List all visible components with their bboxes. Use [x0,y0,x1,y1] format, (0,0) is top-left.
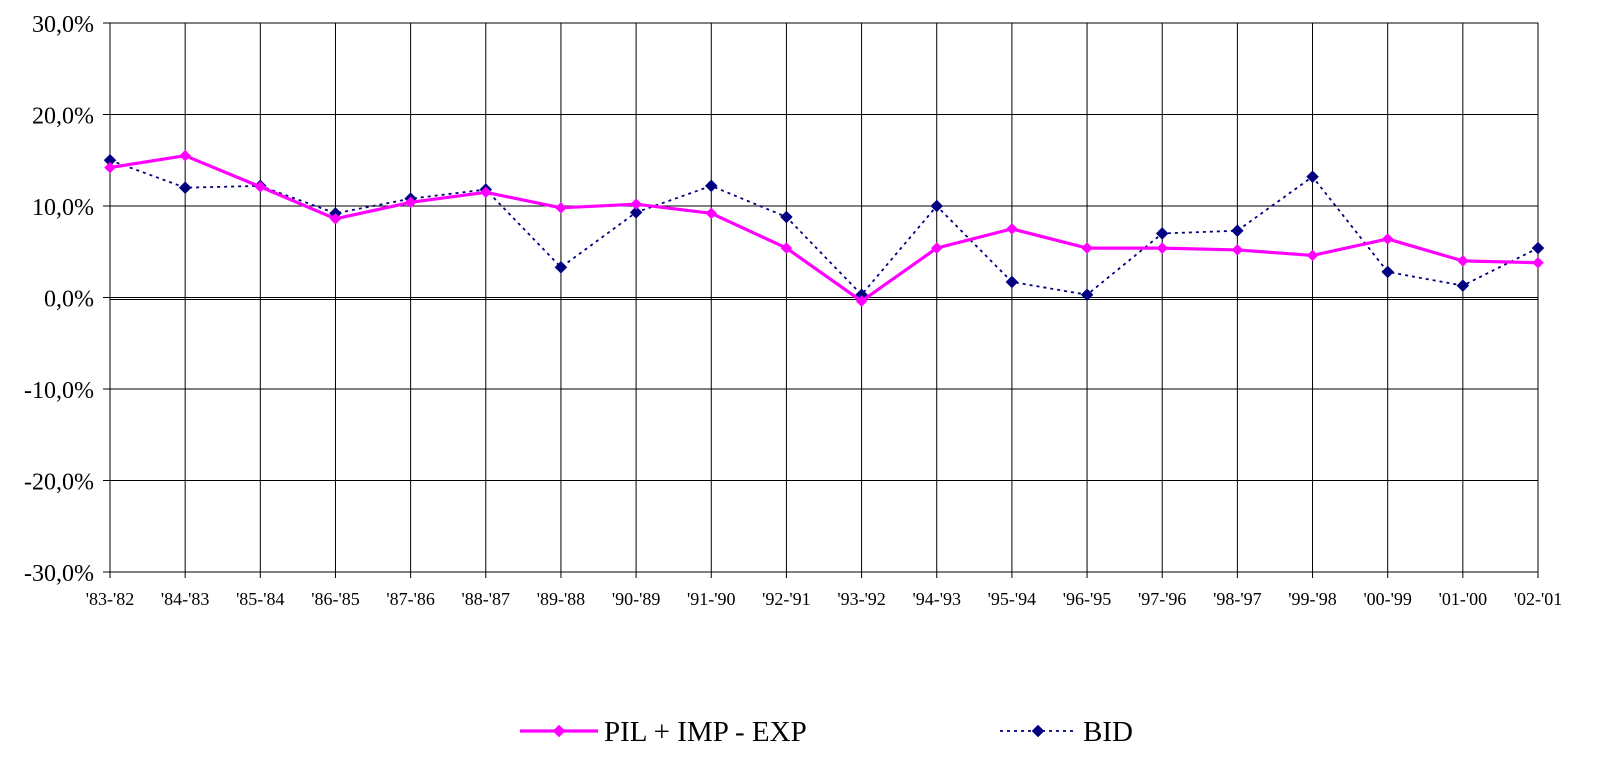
data-point [780,210,793,224]
series-0 [104,149,1544,308]
legend-label: PIL + IMP - EXP [604,716,807,748]
x-tick-label: '87-'86 [386,589,434,609]
data-point [1006,223,1018,235]
data-point [479,186,492,199]
y-tick-label: 30,0% [32,12,94,38]
series-line [109,154,1539,303]
x-tick-label: '90-'89 [612,589,660,609]
x-tick-label: '92-'91 [762,589,810,609]
y-tick-label: 20,0% [32,104,94,130]
y-tick-label: -10,0% [24,378,94,404]
data-point [855,295,868,308]
series-line [109,159,1539,296]
data-point [930,199,944,213]
data-point [1306,170,1319,184]
data-point [1231,224,1244,238]
x-tick-label: '85-'84 [236,589,284,609]
data-point [254,180,267,193]
legend-label: BID [1083,716,1133,748]
x-tick-label: '84-'83 [161,589,209,609]
data-point [404,196,417,209]
data-point [930,242,943,254]
data-point [1231,244,1244,256]
y-axis-ticks: 30,0% 20,0% 10,0% 0,0% -10,0% -20,0% -30,0% [24,12,110,587]
data-point [554,260,568,274]
data-point [1081,242,1093,254]
x-tick-label: '89-'88 [537,589,585,609]
data-point [629,206,643,219]
data-point [1456,279,1470,292]
data-point [104,161,116,174]
x-tick-label: '98-'97 [1213,589,1261,609]
x-tick-label: '99-'98 [1288,589,1336,609]
data-point [178,181,192,195]
series-group [103,149,1545,308]
y-tick-label: 0,0% [44,287,94,313]
legend-item: BID [1000,716,1133,748]
x-axis-ticks: '83-'82 '84-'83 '85-'84 '86-'85 '87-'86 '88-'… [86,572,1562,609]
x-tick-label: '96-'95 [1063,589,1111,609]
legend: PIL + IMP - EXP BID [520,716,1133,748]
legend-item: PIL + IMP - EXP [520,716,807,748]
data-point [780,242,793,254]
x-tick-label: '02-'01 [1514,589,1562,609]
data-point [1005,275,1019,289]
x-tick-label: '88-'87 [462,589,510,609]
y-tick-label: -20,0% [24,470,94,496]
legend-marker [1031,724,1045,738]
x-tick-label: '97-'96 [1138,589,1186,609]
legend-marker [552,724,566,738]
data-point [1156,242,1169,254]
data-point [1381,265,1395,279]
y-tick-label: -30,0% [24,561,94,587]
x-tick-label: '94-'93 [912,589,960,609]
data-point [704,179,718,193]
data-point [1080,288,1094,302]
data-point [1456,255,1469,267]
x-tick-label: '91-'90 [687,589,735,609]
x-tick-label: '83-'82 [86,589,134,609]
data-point [329,212,342,225]
data-point [1532,256,1544,269]
y-tick-label: 10,0% [32,195,94,221]
x-tick-label: '95-'94 [988,589,1036,609]
data-point [555,201,567,214]
x-tick-label: '01-'00 [1439,589,1487,609]
data-point [630,198,642,211]
x-tick-label: '00-'99 [1363,589,1411,609]
data-point [1155,227,1169,240]
data-point [1531,241,1545,255]
x-tick-label: '93-'92 [837,589,885,609]
data-point [1306,249,1319,262]
data-point [179,149,192,162]
x-tick-label: '86-'85 [311,589,359,609]
data-point [1381,233,1394,245]
data-point [705,207,718,220]
